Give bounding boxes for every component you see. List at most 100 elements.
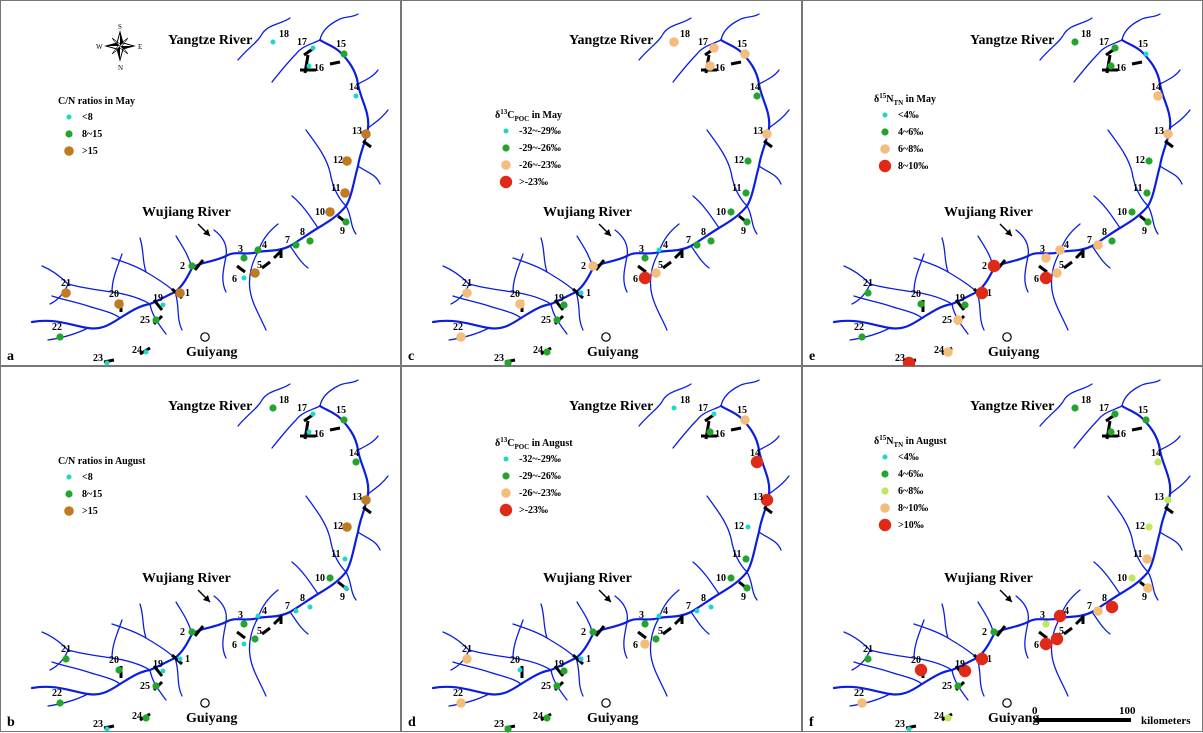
legend-title: δ13CPOC in May xyxy=(495,108,562,123)
panel-frame xyxy=(0,366,401,732)
tributary-line xyxy=(853,295,923,319)
tributary-line xyxy=(289,611,309,635)
legend-item-label: 8~15 xyxy=(82,489,102,500)
tributary-line xyxy=(540,237,548,273)
tributary-line xyxy=(758,165,782,185)
site-23-label: 23 xyxy=(494,719,504,730)
tributary-line xyxy=(1039,17,1093,61)
site-23-label: 23 xyxy=(494,353,504,364)
site-19-label: 19 xyxy=(554,293,564,304)
compass-rose-icon: S N E W xyxy=(96,23,142,72)
guiyang-marker xyxy=(1002,698,1012,708)
tributary-line xyxy=(222,621,227,659)
tributary-line xyxy=(1039,383,1093,427)
site-5-marker xyxy=(1052,268,1062,278)
site-17-label: 17 xyxy=(297,37,307,48)
tributary-line xyxy=(720,379,760,407)
site-10-marker xyxy=(326,574,334,582)
site-23-marker xyxy=(104,360,110,366)
tributary-line xyxy=(843,265,871,285)
tributary-line xyxy=(746,571,758,601)
legend-title-part: in August xyxy=(903,436,947,447)
site-6-marker xyxy=(1039,637,1053,651)
panel-letter: e xyxy=(809,349,815,364)
site-20-marker xyxy=(914,663,928,677)
site-10-marker xyxy=(727,574,735,582)
tributary-line xyxy=(758,531,782,551)
site-10-marker xyxy=(727,208,735,216)
wujiang-arrow-head xyxy=(1005,595,1012,602)
site-24-label: 24 xyxy=(934,345,944,356)
panel-frame xyxy=(401,0,802,366)
dam-bar xyxy=(236,264,246,274)
wujiang-river-label: Wujiang River xyxy=(142,205,231,220)
site-3-label: 3 xyxy=(238,610,243,621)
tributary-line xyxy=(649,251,668,331)
legend-swatch xyxy=(503,456,509,462)
site-22-marker xyxy=(456,332,466,342)
site-12-label: 12 xyxy=(1135,521,1145,532)
main-river-line xyxy=(30,404,370,696)
site-2-marker xyxy=(589,628,597,636)
site-10-label: 10 xyxy=(716,573,726,584)
dam-bar xyxy=(272,248,284,260)
site-20-marker xyxy=(114,299,124,309)
legend-title-part: TN xyxy=(893,441,903,449)
site-1-label: 1 xyxy=(586,654,591,665)
site-16-label: 16 xyxy=(1116,63,1126,74)
tributary-line xyxy=(941,237,949,273)
site-22-label: 22 xyxy=(52,322,62,333)
tributary-line xyxy=(248,617,267,697)
legend-swatch xyxy=(502,472,510,480)
legend-item-label: 6~8‰ xyxy=(898,144,923,155)
site-3-marker xyxy=(240,254,248,262)
site-16-marker xyxy=(306,63,312,69)
site-23-label: 23 xyxy=(895,719,905,730)
tributary-line xyxy=(692,195,720,229)
site-5-marker xyxy=(652,635,660,643)
site-4-marker xyxy=(656,247,662,253)
site-15-label: 15 xyxy=(1138,405,1148,416)
tributary-line xyxy=(357,531,381,551)
site-8-label: 8 xyxy=(701,593,706,604)
tributary-line xyxy=(512,619,524,659)
dam-bar xyxy=(329,60,341,66)
tributary-line xyxy=(357,435,379,451)
site-14-marker xyxy=(353,93,359,99)
tributary-line xyxy=(638,17,692,61)
dam-bar xyxy=(193,625,205,637)
site-7-label: 7 xyxy=(285,601,290,612)
main-river-line xyxy=(431,404,771,696)
site-16-label: 16 xyxy=(1116,429,1126,440)
site-5-marker xyxy=(651,268,661,278)
wujiang-arrow-head xyxy=(203,595,210,602)
site-20-label: 20 xyxy=(510,289,520,300)
legend-title-part: in August xyxy=(529,438,573,449)
legend-title-part: C xyxy=(507,110,514,121)
main-river-line xyxy=(30,38,370,330)
guiyang-marker xyxy=(200,332,210,342)
legend-item-label: -32~-29‰ xyxy=(519,454,561,465)
tributary-line xyxy=(1159,531,1183,551)
site-19-marker xyxy=(961,301,969,309)
site-1-label: 1 xyxy=(185,654,190,665)
site-13-marker xyxy=(762,129,772,139)
scale-hundred-label: 100 xyxy=(1119,705,1136,717)
site-12-label: 12 xyxy=(333,521,343,532)
legend-title-part: 13 xyxy=(500,436,508,444)
river-network xyxy=(431,379,790,707)
site-8-marker xyxy=(1105,600,1119,614)
legend: C/N ratios in August <8 8~15 >15 xyxy=(58,456,146,517)
legend-item-label: <8 xyxy=(82,472,93,483)
site-21-marker xyxy=(62,655,70,663)
site-4-marker xyxy=(255,613,261,619)
tributary-line xyxy=(1024,255,1029,293)
site-14-label: 14 xyxy=(1151,448,1161,459)
legend-swatch xyxy=(880,503,890,513)
site-5-label: 5 xyxy=(257,260,262,271)
dam-bar xyxy=(1074,614,1086,626)
dam-bar xyxy=(362,139,372,149)
